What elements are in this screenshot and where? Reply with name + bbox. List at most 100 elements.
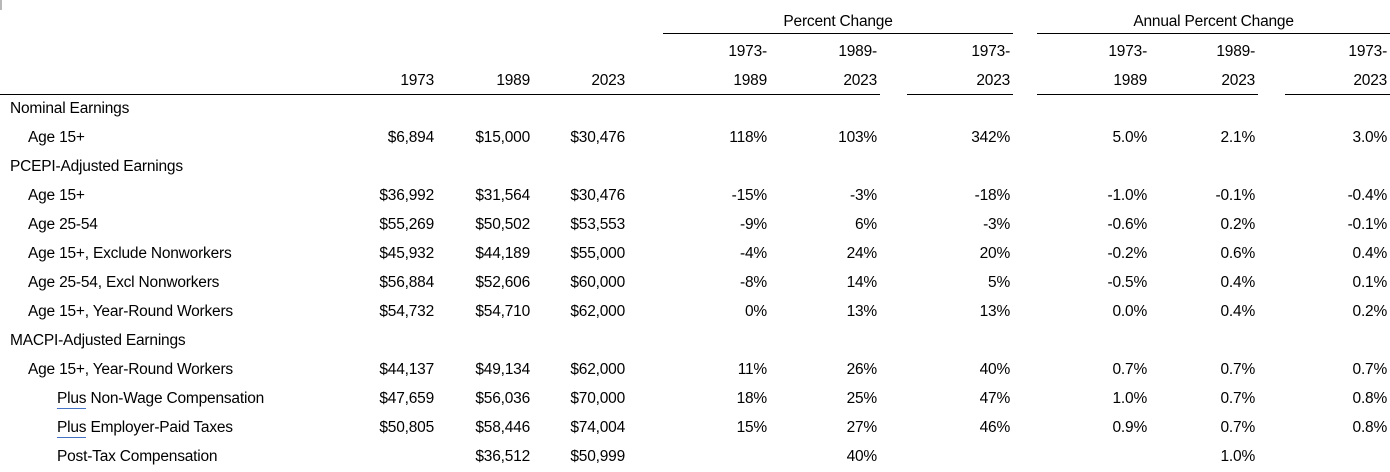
cell	[1037, 327, 1150, 356]
column-gap	[1258, 211, 1285, 240]
row-label-text: Non-Wage Compensation	[86, 390, 265, 408]
cell: -0.1%	[1347, 216, 1388, 234]
cell: $56,036	[475, 390, 530, 408]
column-gap	[880, 34, 907, 62]
cell: 40%	[979, 361, 1011, 379]
cell: $50,999	[533, 443, 628, 472]
cell	[907, 153, 1013, 182]
year-col-2023: 2023	[533, 61, 628, 95]
cell: -18%	[974, 187, 1011, 205]
cell: 0.2%	[1220, 216, 1256, 234]
cell: 11%	[737, 361, 767, 379]
cell: -0.5%	[1107, 274, 1148, 292]
column-gap	[880, 95, 907, 125]
column-gap	[628, 124, 663, 153]
cell: 18%	[736, 390, 768, 408]
column-gap	[1258, 385, 1285, 414]
pc-range1-bottom: 1989	[663, 61, 770, 95]
column-gap	[1258, 34, 1285, 62]
cell: 40%	[770, 443, 880, 472]
column-gap	[1013, 327, 1037, 356]
column-gap	[880, 298, 907, 327]
cell: 24%	[846, 245, 878, 263]
cell: 14%	[846, 274, 878, 292]
table-row: Plus Non-Wage Compensation $47,659 $56,036…	[0, 385, 1390, 414]
column-gap	[880, 327, 907, 356]
column-gap	[880, 385, 907, 414]
cell	[1150, 153, 1258, 182]
group-header-row: Percent Change Annual Percent Change	[0, 0, 1390, 34]
column-gap	[880, 124, 907, 153]
cell	[533, 95, 628, 125]
table-header: Percent Change Annual Percent Change 197…	[0, 0, 1390, 95]
cell: $36,992	[379, 187, 434, 205]
cell	[533, 153, 628, 182]
cell: $30,476	[570, 187, 625, 205]
blank-cell	[0, 34, 360, 62]
column-gap	[1013, 443, 1038, 472]
row-label-text: Employer-Paid Taxes	[86, 419, 233, 437]
column-gap	[1258, 443, 1286, 472]
column-gap	[1258, 356, 1285, 385]
column-gap	[1013, 385, 1037, 414]
cell: -3%	[850, 187, 877, 205]
column-gap	[1013, 211, 1037, 240]
cell: 13%	[979, 303, 1011, 321]
column-gap	[628, 240, 663, 269]
table-row: Age 15+, Year-Round Workers $54,732 $54,71…	[0, 298, 1390, 327]
cell: $50,502	[475, 216, 530, 234]
column-gap	[1013, 414, 1037, 443]
column-gap	[628, 34, 663, 62]
cell: 118%	[729, 129, 767, 147]
cell	[360, 327, 437, 356]
cell: -0.1%	[1215, 187, 1256, 205]
cell	[533, 327, 628, 356]
cell: 0.8%	[1352, 419, 1388, 437]
cell: 342%	[971, 129, 1011, 147]
column-gap	[1013, 356, 1037, 385]
column-gap	[628, 327, 663, 356]
cell: 0.7%	[1112, 361, 1148, 379]
cell: $36,512	[437, 443, 533, 472]
cell: $31,564	[475, 187, 530, 205]
cell	[360, 443, 437, 472]
column-gap	[1013, 34, 1037, 62]
table-row: Age 15+ $36,992 $31,564 $30,476 -15% -3% -18% -…	[0, 182, 1390, 211]
cell: 1.0%	[1112, 390, 1148, 408]
cell: 0.1%	[1352, 274, 1388, 292]
cell	[770, 327, 880, 356]
blank-cell	[437, 34, 533, 62]
cell: $55,000	[570, 245, 625, 263]
blank-cell	[533, 34, 628, 62]
cell: $50,805	[379, 419, 434, 437]
cell	[1285, 443, 1390, 472]
column-gap	[628, 153, 663, 182]
cell: $49,134	[475, 361, 530, 379]
cell: 0.4%	[1352, 245, 1388, 263]
cell: $6,894	[387, 129, 434, 147]
cell: 15%	[736, 419, 768, 437]
cell: 3.0%	[1352, 129, 1388, 147]
cell	[437, 153, 533, 182]
cell: 0.2%	[1352, 303, 1388, 321]
table-row: Age 15+, Year-Round Workers $44,137 $49,13…	[0, 356, 1390, 385]
column-gap	[1013, 61, 1037, 95]
year-col-1973: 1973	[360, 61, 437, 95]
row-label-text: Post-Tax Compensation	[57, 448, 218, 466]
cell: 0.7%	[1220, 419, 1256, 437]
column-gap	[1258, 95, 1285, 125]
cell	[1150, 95, 1258, 125]
column-gap	[628, 182, 663, 211]
section-label: PCEPI-Adjusted Earnings	[0, 153, 360, 182]
cell	[1285, 153, 1390, 182]
cell	[663, 327, 770, 356]
pc-range3-top: 1973-	[971, 42, 1011, 60]
row-label-text: Age 15+, Year-Round Workers	[28, 361, 233, 379]
blank-cell	[0, 61, 360, 95]
cell: 0.0%	[1112, 303, 1148, 321]
row-label: Age 25-54, Excl Nonworkers	[0, 269, 360, 298]
cell: $62,000	[570, 303, 625, 321]
column-gap	[1258, 414, 1285, 443]
row-label-text: Age 25-54	[28, 216, 98, 234]
